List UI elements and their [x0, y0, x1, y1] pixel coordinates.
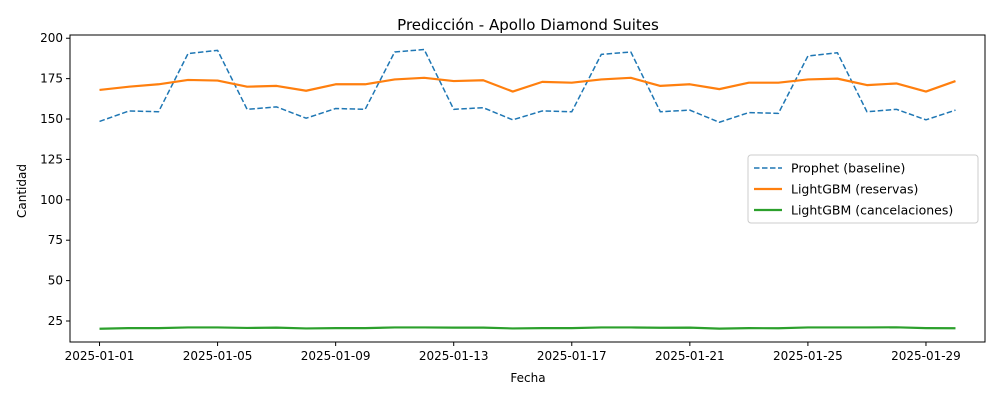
legend-box: [747, 154, 979, 224]
y-tick-label: 75: [48, 233, 63, 247]
x-tick-label: 2025-01-13: [419, 349, 489, 363]
legend-entry-label: LightGBM (reservas): [791, 182, 918, 197]
plot-area: [69, 34, 986, 343]
series-line-3: [99, 326, 956, 330]
series-line-1: [99, 48, 956, 123]
x-tick-label: 2025-01-05: [183, 349, 253, 363]
y-tick-label: 200: [40, 31, 63, 45]
x-tick-label: 2025-01-01: [65, 349, 135, 363]
series-line-2: [99, 76, 956, 93]
x-axis-ticks: 2025-01-01 2025-01-05 2025-01-09 2025-01-13…: [65, 342, 961, 363]
x-tick-label: 2025-01-21: [655, 349, 725, 363]
legend-entry-label: LightGBM (cancelaciones): [791, 203, 953, 218]
y-axis-label: Cantidad: [15, 164, 29, 218]
series-lines: [99, 48, 956, 330]
y-tick-label: 100: [40, 193, 63, 207]
y-tick-label: 125: [40, 152, 63, 166]
y-axis-ticks: 25 50 75 100 125 150 175 200: [40, 31, 70, 328]
legend: Prophet (baseline) LightGBM (reservas) Lig…: [747, 154, 979, 224]
y-tick-label: 25: [48, 314, 63, 328]
x-tick-label: 2025-01-17: [537, 349, 607, 363]
plot-frame: [69, 34, 986, 343]
legend-entry-label: Prophet (baseline): [791, 161, 905, 176]
x-axis-label: Fecha: [510, 371, 545, 385]
y-tick-label: 50: [48, 274, 63, 288]
x-tick-label: 2025-01-25: [773, 349, 843, 363]
y-tick-label: 175: [40, 72, 63, 86]
x-tick-label: 2025-01-09: [301, 349, 371, 363]
chart-title: Predicción - Apollo Diamond Suites: [397, 16, 659, 34]
x-tick-label: 2025-01-29: [891, 349, 961, 363]
y-tick-label: 150: [40, 112, 63, 126]
